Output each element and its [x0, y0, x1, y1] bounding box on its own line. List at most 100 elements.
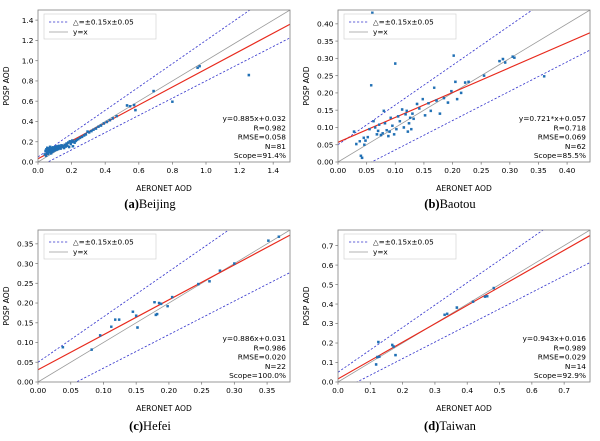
x-tick-label: 0.6	[133, 166, 145, 175]
axes-frame	[337, 9, 591, 163]
data-point	[44, 154, 48, 157]
data-point	[218, 269, 222, 272]
data-point	[483, 295, 487, 298]
scatter-svg-c: 0.00 0.05 0.10 0.15 0.20 0.25 0.30 0.35 0.00 0.05…	[2, 229, 291, 413]
x-tick-label: 0.2	[66, 166, 78, 175]
y-tick-label: 0.35	[317, 37, 334, 46]
y-tick-label: 0.8	[22, 77, 34, 86]
data-point	[113, 318, 117, 321]
y-tick-label: 0.25	[17, 279, 34, 288]
data-point	[382, 109, 386, 113]
data-point	[395, 127, 398, 131]
y-tick-label: 1.2	[22, 36, 34, 45]
data-point	[99, 124, 103, 127]
legend-identity-label: y=x	[73, 28, 88, 37]
data-point	[454, 80, 457, 84]
y-tick-label: 0.00	[317, 158, 334, 167]
data-point	[233, 262, 236, 265]
x-tick-label: 0.25	[473, 166, 490, 175]
data-point	[492, 286, 495, 290]
x-tick-label: 0.15	[416, 166, 433, 175]
data-point	[66, 141, 70, 144]
stat-scope: Scope=100.0%	[229, 371, 286, 380]
data-point	[501, 57, 505, 61]
data-point	[117, 318, 121, 321]
stat-rmse: RMSE=0.020	[238, 353, 287, 362]
y-axis-title: POSP AOD	[2, 286, 11, 325]
x-tick-label: 1.0	[200, 166, 212, 175]
y-tick-label: 0.15	[17, 318, 34, 327]
y-tick-label: 0.3	[322, 319, 334, 328]
data-point	[67, 145, 71, 149]
data-point	[198, 64, 201, 68]
x-tick-label: 0.4	[99, 166, 111, 175]
y-tick-label: 0.10	[317, 123, 334, 132]
data-point	[59, 147, 62, 150]
envelope-line-upper	[338, 10, 533, 146]
data-point	[108, 119, 112, 122]
data-point	[377, 340, 380, 344]
data-point	[98, 334, 102, 337]
stat-r: R=0.986	[254, 343, 287, 352]
data-point	[90, 348, 93, 351]
y-tick-label: 0.20	[317, 89, 334, 98]
data-point	[446, 101, 450, 104]
data-point	[381, 132, 384, 135]
data-point	[442, 96, 446, 100]
data-point	[405, 109, 408, 113]
envelope-line-lower	[356, 262, 590, 382]
scatter-svg-d: 0.0 0.1 0.2 0.3 0.4 0.5 0.6 0.7 0.0 0.1 0.2 0.3 0.4 0…	[302, 229, 591, 413]
data-point	[376, 129, 380, 133]
caption-a-name: Beijing	[138, 197, 176, 211]
y-tick-label: 0.2	[22, 137, 34, 146]
y-tick-label: 0.6	[22, 97, 34, 106]
data-point	[359, 154, 363, 158]
data-point	[467, 80, 470, 84]
axes-frame	[337, 229, 591, 383]
y-tick-label: 0.05	[317, 140, 334, 149]
data-point	[450, 89, 453, 93]
data-point	[392, 345, 395, 348]
legend-identity-label: y=x	[73, 248, 88, 257]
plot-area-a	[38, 10, 290, 162]
data-point	[84, 133, 88, 136]
data-point	[432, 86, 436, 89]
y-tick-label: 0.5	[322, 280, 334, 289]
data-point	[418, 107, 421, 110]
data-point	[102, 122, 106, 125]
y-tick-label: 0.25	[317, 71, 334, 80]
regression-line	[338, 32, 590, 143]
x-tick-label: 0.3	[429, 386, 441, 395]
data-point	[391, 124, 394, 127]
data-point	[363, 143, 366, 146]
caption-d-name: Taiwan	[439, 419, 476, 433]
data-point	[455, 306, 459, 309]
caption-a: (a)Beijing	[0, 197, 300, 212]
data-point	[170, 295, 174, 299]
data-point	[368, 127, 371, 131]
panel-d-taiwan: 0.0 0.1 0.2 0.3 0.4 0.5 0.6 0.7 0.0 0.1 0.2 0.3 0.4 0…	[300, 220, 600, 441]
x-tick-label: 0.5	[494, 386, 506, 395]
y-tick-label: 0.20	[17, 299, 34, 308]
data-point	[423, 114, 427, 117]
legend-box	[43, 233, 157, 260]
plot-area-d	[338, 230, 590, 382]
identity-line	[338, 10, 590, 162]
data-point	[471, 300, 475, 303]
data-point	[115, 114, 118, 118]
data-point	[503, 61, 507, 64]
data-point	[136, 326, 139, 329]
x-tick-label: 0.7	[558, 386, 570, 395]
x-tick-label: 0.30	[502, 166, 519, 175]
data-point	[396, 115, 400, 118]
data-point	[394, 62, 397, 65]
panel-b-baotou: 0.00 0.05 0.10 0.15 0.20 0.25 0.30 0.35 0.40 0.00…	[300, 0, 600, 220]
data-point	[392, 133, 396, 136]
y-tick-label: 1.4	[22, 16, 34, 25]
envelope-line-lower	[370, 49, 590, 162]
x-tick-label: 0.0	[332, 386, 344, 395]
x-tick-label: 0.1	[364, 386, 376, 395]
stat-rmse: RMSE=0.029	[538, 353, 587, 362]
x-tick-label: 0.8	[167, 166, 179, 175]
data-point	[360, 156, 364, 160]
